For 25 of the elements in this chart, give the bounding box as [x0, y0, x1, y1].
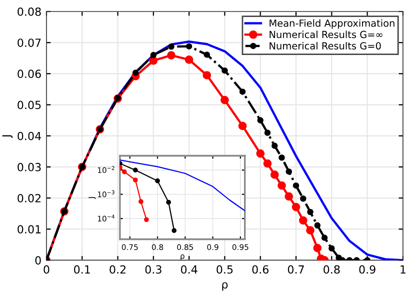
y-axis-title: J: [2, 135, 13, 138]
x-tick-label: 0.8: [324, 265, 340, 274]
x-tick-label: 0.7: [288, 265, 304, 274]
x-tick-label: 0.4: [180, 265, 198, 274]
x-tick-label: 0: [44, 265, 50, 274]
x-axis-title: ρ: [222, 282, 228, 291]
legend-label: Numerical Results G=0: [270, 42, 381, 50]
x-tick-label: 0.3: [145, 265, 162, 274]
x-tick-label: 0.9: [359, 265, 376, 274]
x-tick-label: 0.5: [216, 265, 233, 274]
y-tick-label: 0.03: [18, 162, 41, 172]
y-tick-label: 0.05: [18, 100, 41, 110]
y-tick-label: 0.01: [18, 225, 41, 234]
legend-label: Mean-Field Approximation: [270, 19, 394, 29]
x-tick-label: 0.2: [110, 265, 126, 274]
y-tick-label: 0.02: [18, 194, 41, 202]
y-tick-label: 0.07: [18, 38, 41, 47]
y-tick-label: 0: [35, 256, 41, 265]
legend-label: Numerical Results G=∞: [270, 30, 382, 38]
y-tick-label: 0.08: [18, 7, 41, 16]
x-tick-label: 0.6: [252, 265, 269, 274]
y-tick-label: 0.06: [18, 70, 41, 78]
x-tick-label: 0.1: [74, 265, 90, 274]
x-tick-label: 1: [400, 265, 406, 274]
y-tick-label: 0.04: [18, 132, 41, 140]
